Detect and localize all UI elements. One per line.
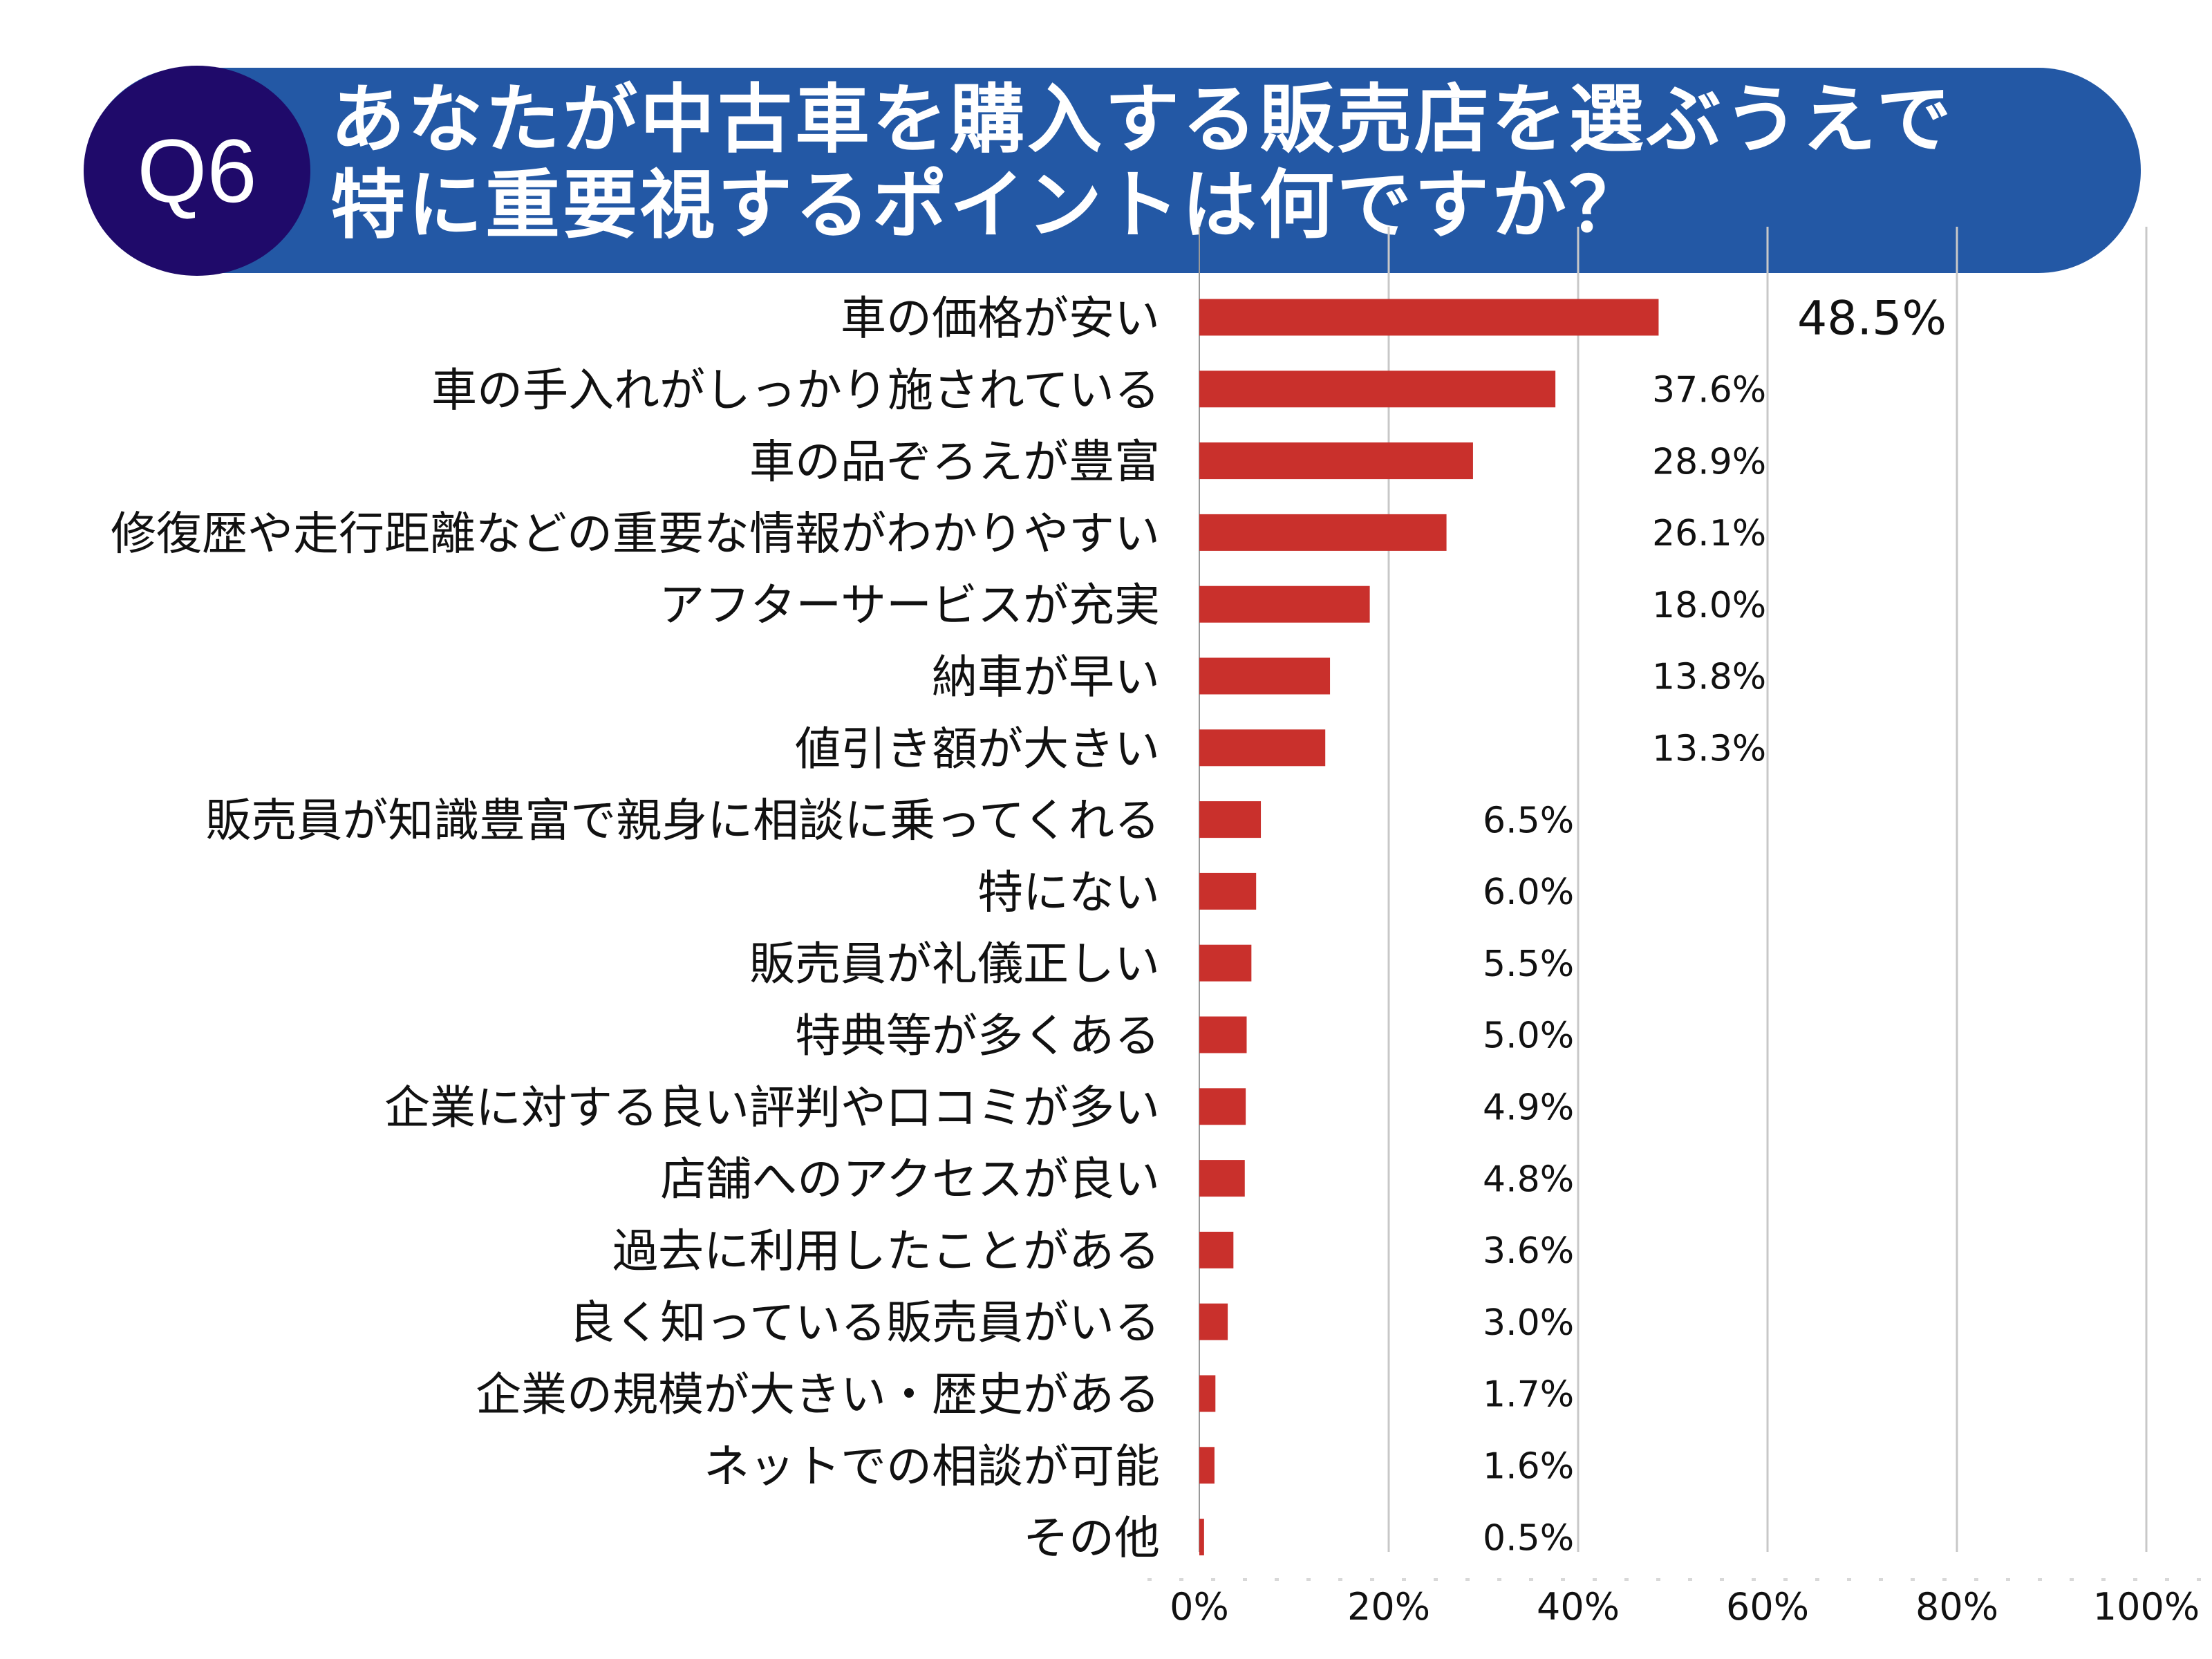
category-label: 特典等が多くある bbox=[795, 1009, 1160, 1062]
title-line-2: 特に重要視するポイントは何ですか？ bbox=[330, 162, 1647, 249]
category-label: ネットでの相談が可能 bbox=[704, 1440, 1160, 1493]
category-label: 過去に利用したことがある bbox=[612, 1224, 1160, 1277]
data-label: 1.6% bbox=[1483, 1446, 1574, 1488]
category-label: 販売員が礼儀正しい bbox=[749, 937, 1160, 991]
x-tick-label: 60% bbox=[1726, 1585, 1809, 1629]
bar bbox=[1199, 1303, 1228, 1340]
bar bbox=[1199, 514, 1447, 551]
bar bbox=[1199, 442, 1473, 480]
question-badge: Q6 bbox=[84, 66, 310, 276]
data-label: 4.8% bbox=[1483, 1159, 1574, 1200]
category-label: 企業の規模が大きい・歴史がある bbox=[476, 1368, 1160, 1421]
bar bbox=[1199, 585, 1370, 623]
x-tick-label: 20% bbox=[1347, 1585, 1430, 1629]
data-label: 37.6% bbox=[1652, 370, 1766, 411]
bar bbox=[1199, 371, 1556, 408]
data-label: 28.9% bbox=[1652, 441, 1766, 482]
bar bbox=[1199, 1375, 1216, 1412]
data-label: 13.8% bbox=[1652, 657, 1766, 698]
data-label: 5.5% bbox=[1483, 944, 1574, 985]
bar bbox=[1199, 1160, 1245, 1197]
bar bbox=[1199, 1231, 1234, 1268]
category-label: 値引き額が大きい bbox=[795, 722, 1160, 776]
data-label: 6.0% bbox=[1483, 872, 1574, 913]
x-tick-label: 0% bbox=[1170, 1585, 1229, 1629]
bar bbox=[1199, 1016, 1247, 1053]
category-label: 販売員が知識豊富で親身に相談に乗ってくれる bbox=[205, 794, 1160, 847]
category-label: 企業に対する良い評判や口コミが多い bbox=[384, 1081, 1160, 1134]
bar bbox=[1199, 1519, 1204, 1556]
category-label: 車の手入れがしっかり施されている bbox=[431, 364, 1160, 417]
data-label: 48.5% bbox=[1797, 291, 1947, 346]
category-label: 納車が早い bbox=[932, 650, 1160, 704]
data-label: 13.3% bbox=[1652, 729, 1766, 770]
x-tick-label: 40% bbox=[1537, 1585, 1620, 1629]
title-banner bbox=[85, 68, 2141, 273]
data-label: 18.0% bbox=[1652, 585, 1766, 626]
x-tick-label: 80% bbox=[1915, 1585, 1998, 1629]
data-label: 1.7% bbox=[1483, 1374, 1574, 1416]
data-label: 5.0% bbox=[1483, 1015, 1574, 1057]
bar bbox=[1199, 299, 1659, 336]
category-label: アフターサービスが充実 bbox=[659, 579, 1160, 632]
data-label: 3.6% bbox=[1483, 1230, 1574, 1272]
x-tick-label: 100% bbox=[2093, 1585, 2200, 1629]
data-label: 4.9% bbox=[1483, 1087, 1574, 1129]
question-number: Q6 bbox=[137, 120, 257, 221]
data-label: 3.0% bbox=[1483, 1302, 1574, 1344]
category-label: 店舗へのアクセスが良い bbox=[660, 1153, 1160, 1206]
data-label: 0.5% bbox=[1483, 1517, 1574, 1559]
bar bbox=[1199, 1088, 1246, 1125]
category-label: 修復歴や走行距離などの重要な情報がわかりやすい bbox=[111, 507, 1160, 560]
bar bbox=[1199, 729, 1326, 767]
category-label: 良く知っている販売員がいる bbox=[569, 1296, 1160, 1349]
chart-title: あなたが中古車を購入する販売店を選ぶうえで 特に重要視するポイントは何ですか？ bbox=[330, 77, 1954, 249]
category-label: 車の価格が安い bbox=[841, 292, 1160, 345]
data-label: 26.1% bbox=[1652, 513, 1766, 554]
bar bbox=[1199, 1447, 1215, 1484]
data-label: 6.5% bbox=[1483, 800, 1574, 841]
bar bbox=[1199, 657, 1331, 695]
category-label: 車の品ぞろえが豊富 bbox=[749, 435, 1160, 489]
title-line-1: あなたが中古車を購入する販売店を選ぶうえで bbox=[330, 77, 1954, 163]
category-label: 特にない bbox=[977, 865, 1160, 919]
bar bbox=[1199, 872, 1257, 910]
category-label: その他 bbox=[1023, 1512, 1160, 1565]
bar bbox=[1199, 801, 1262, 838]
bar bbox=[1199, 944, 1252, 982]
